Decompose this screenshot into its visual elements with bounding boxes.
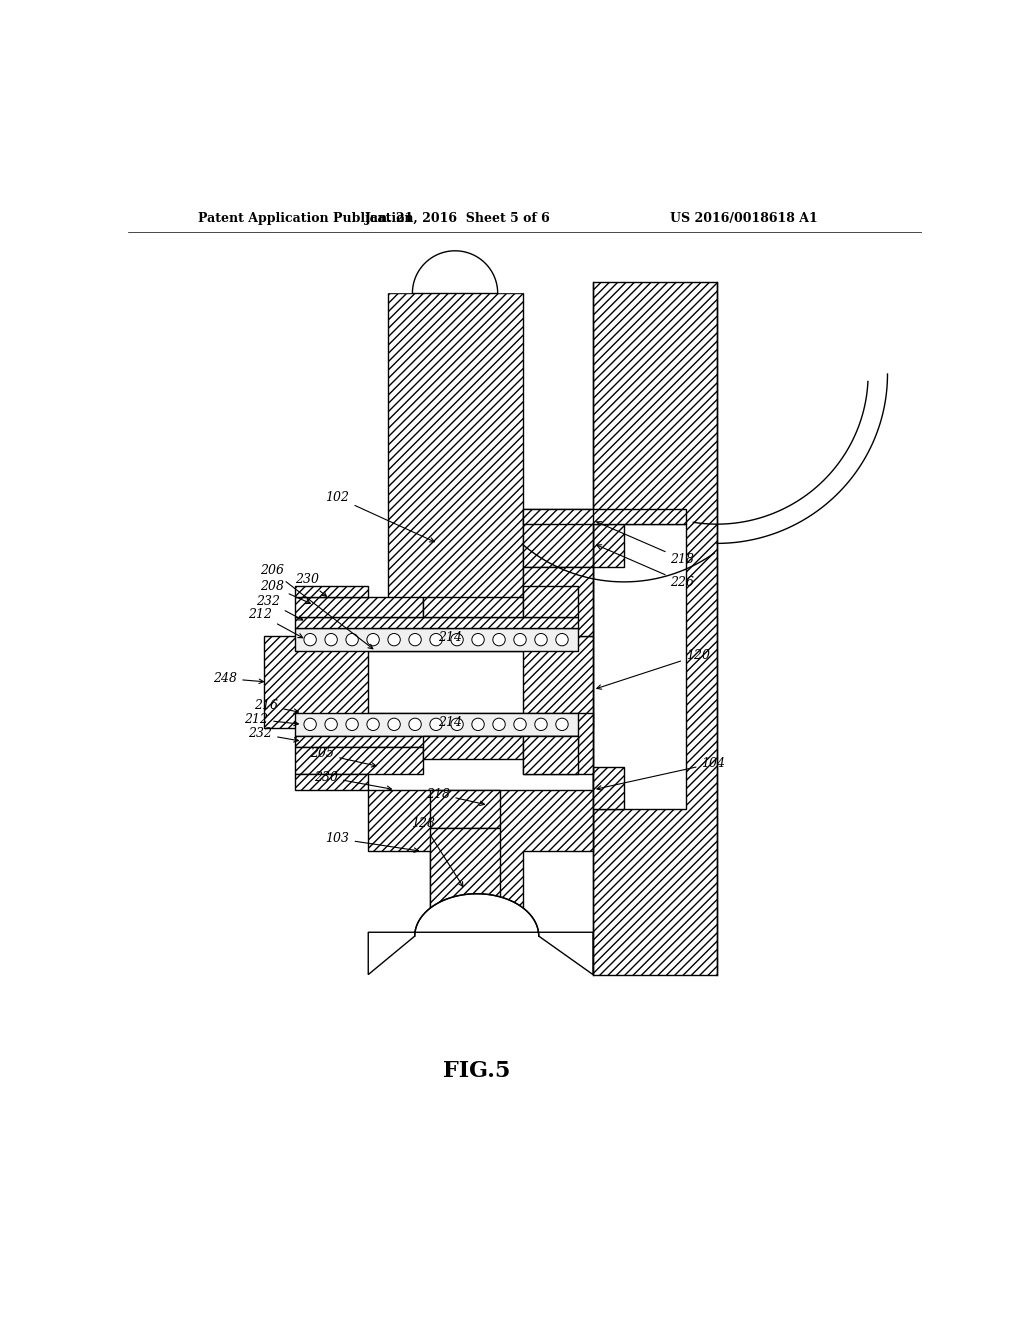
Circle shape [451, 634, 463, 645]
Polygon shape [369, 651, 523, 713]
Polygon shape [369, 894, 593, 974]
Circle shape [472, 718, 484, 730]
Circle shape [367, 718, 379, 730]
Circle shape [556, 718, 568, 730]
Polygon shape [523, 737, 578, 775]
Polygon shape [523, 566, 593, 636]
Text: 212: 212 [248, 609, 303, 638]
Text: 206: 206 [260, 564, 373, 648]
Text: 248: 248 [213, 672, 263, 685]
Circle shape [304, 634, 316, 645]
Text: 232: 232 [256, 595, 303, 620]
Text: 208: 208 [260, 579, 310, 603]
Circle shape [493, 718, 505, 730]
Text: 218: 218 [597, 521, 694, 566]
Polygon shape [295, 775, 369, 789]
Text: 205: 205 [310, 747, 376, 767]
Polygon shape [295, 713, 578, 737]
Polygon shape [388, 293, 523, 651]
Polygon shape [295, 628, 578, 651]
Polygon shape [295, 598, 423, 616]
Circle shape [493, 634, 505, 645]
Text: Patent Application Publication: Patent Application Publication [198, 213, 414, 224]
Text: 216: 216 [254, 700, 298, 713]
Polygon shape [295, 747, 423, 775]
Text: 230: 230 [314, 771, 391, 791]
Text: 128: 128 [411, 817, 463, 887]
Polygon shape [593, 281, 717, 974]
Text: 102: 102 [326, 491, 434, 543]
Text: 230: 230 [295, 573, 327, 597]
Polygon shape [523, 586, 578, 616]
Circle shape [514, 718, 526, 730]
Polygon shape [388, 251, 523, 293]
Text: 218: 218 [426, 788, 484, 805]
Polygon shape [593, 524, 624, 566]
Text: 214: 214 [437, 715, 462, 729]
Circle shape [325, 634, 337, 645]
Circle shape [409, 718, 421, 730]
Circle shape [472, 634, 484, 645]
Polygon shape [523, 713, 593, 775]
Circle shape [367, 634, 379, 645]
Text: 226: 226 [597, 545, 694, 589]
Circle shape [535, 634, 547, 645]
Text: 120: 120 [597, 649, 710, 689]
Circle shape [409, 634, 421, 645]
Text: 212: 212 [245, 713, 298, 726]
Text: FIG.5: FIG.5 [443, 1060, 510, 1082]
Polygon shape [295, 586, 369, 598]
Circle shape [514, 634, 526, 645]
Text: 104: 104 [597, 756, 725, 791]
Polygon shape [430, 789, 500, 829]
Circle shape [388, 718, 400, 730]
Text: 214: 214 [437, 631, 462, 644]
Text: US 2016/0018618 A1: US 2016/0018618 A1 [671, 213, 818, 224]
Polygon shape [523, 508, 593, 566]
Circle shape [451, 718, 463, 730]
Circle shape [388, 634, 400, 645]
Circle shape [430, 718, 442, 730]
Polygon shape [523, 508, 686, 524]
Text: 232: 232 [248, 727, 298, 742]
Polygon shape [430, 829, 500, 928]
Polygon shape [593, 524, 686, 809]
Circle shape [430, 634, 442, 645]
Polygon shape [423, 598, 523, 616]
Text: 103: 103 [326, 832, 419, 853]
Circle shape [304, 718, 316, 730]
Circle shape [346, 634, 358, 645]
Circle shape [535, 718, 547, 730]
Polygon shape [369, 789, 593, 928]
Circle shape [325, 718, 337, 730]
Polygon shape [295, 737, 578, 747]
Text: Jan. 21, 2016  Sheet 5 of 6: Jan. 21, 2016 Sheet 5 of 6 [365, 213, 550, 224]
Polygon shape [593, 767, 624, 809]
Polygon shape [423, 737, 523, 759]
Circle shape [346, 718, 358, 730]
Polygon shape [263, 636, 593, 729]
Polygon shape [295, 616, 578, 628]
Circle shape [556, 634, 568, 645]
